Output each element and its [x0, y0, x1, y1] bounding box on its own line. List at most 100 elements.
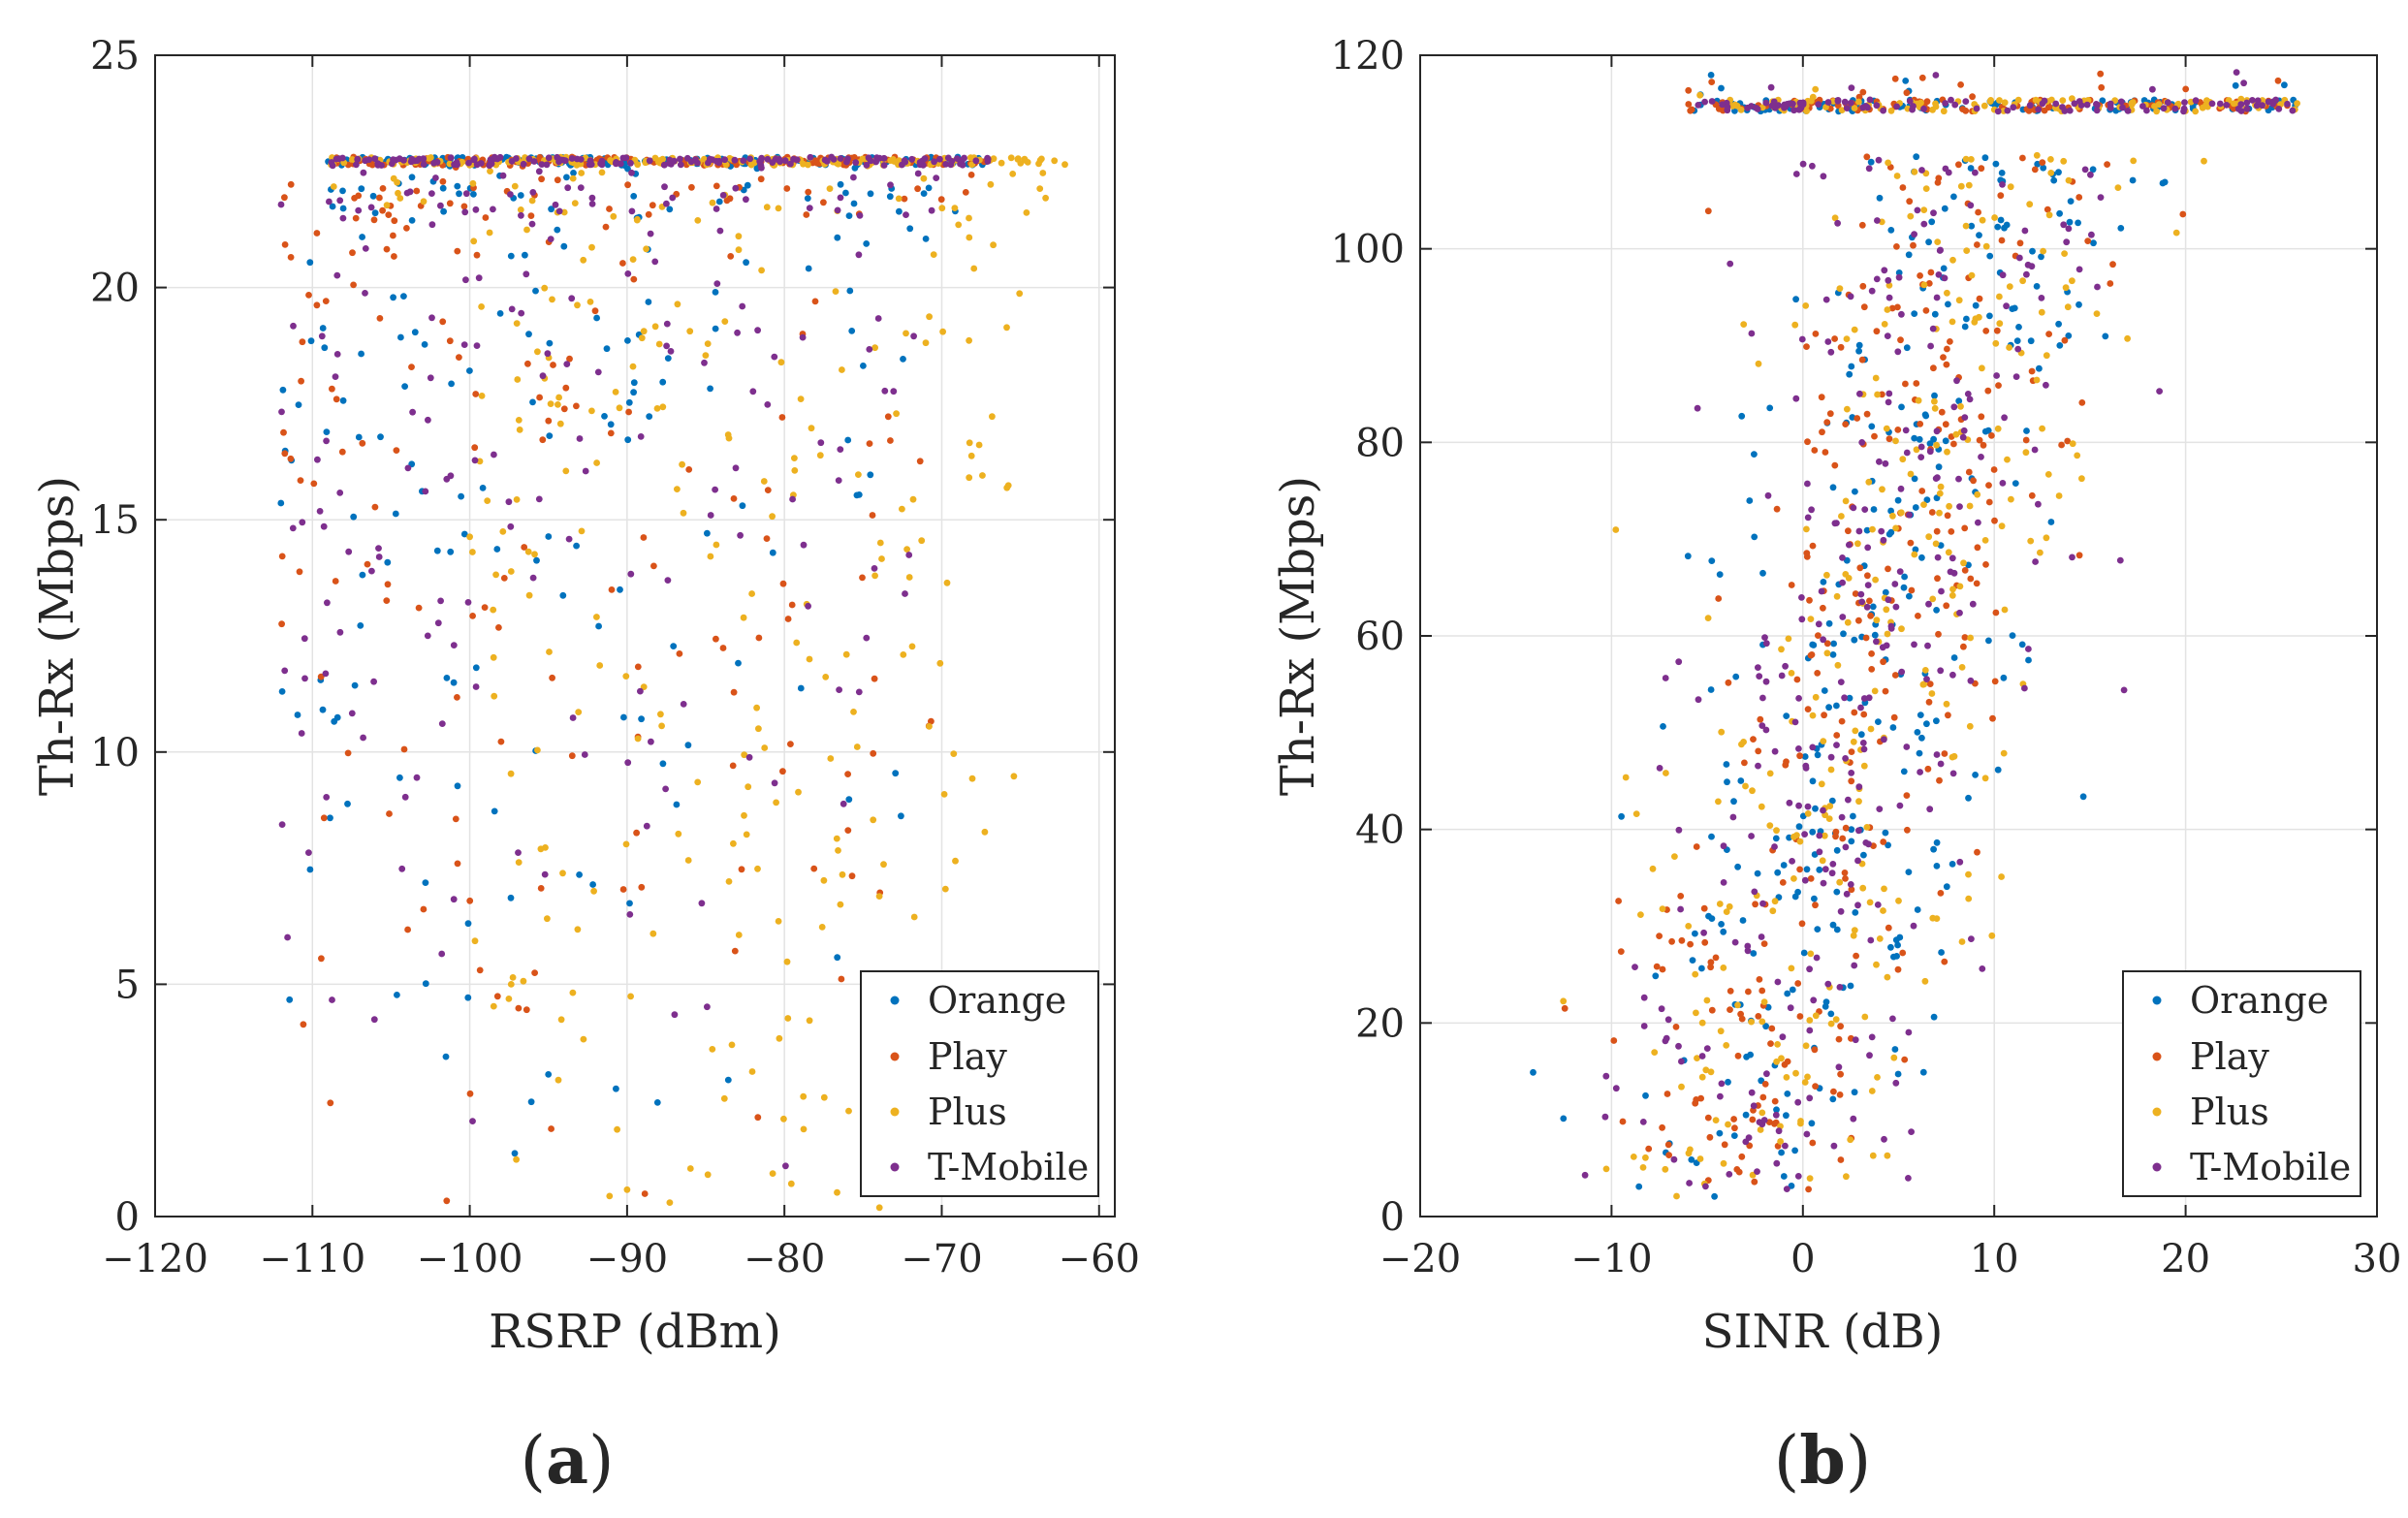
chart-b-point-plus: [1892, 524, 1899, 532]
chart-b-point-tmobile: [1934, 553, 1942, 561]
chart-b-point-plus: [1662, 1165, 1669, 1173]
chart-a-point-tmobile: [731, 156, 739, 164]
chart-b-point-tmobile: [1806, 1094, 1814, 1102]
chart-b-point-orange: [1698, 965, 1705, 972]
chart-b-point-orange: [1997, 216, 2005, 224]
chart-b-point-orange: [1814, 926, 1822, 933]
chart-a-point-orange: [411, 329, 419, 336]
chart-a-point-plus: [1035, 160, 1042, 168]
chart-a-point-plus: [903, 546, 910, 553]
chart-a-x-tick-label: −90: [586, 1237, 668, 1281]
chart-a-point-tmobile: [850, 174, 857, 181]
chart-a-point-tmobile: [568, 155, 576, 162]
chart-a-point-plus: [987, 180, 995, 188]
chart-a-point-tmobile: [360, 169, 367, 176]
chart-b-point-play: [1864, 572, 1871, 580]
chart-a-point-orange: [460, 530, 468, 538]
chart-b-point-play: [1842, 875, 1849, 882]
chart-a-point-plus: [469, 549, 476, 555]
chart-a-point-orange: [670, 643, 678, 649]
chart-a-point-play: [400, 745, 408, 753]
chart-a-point-tmobile: [799, 333, 807, 341]
chart-b-point-tmobile: [1773, 1159, 1781, 1167]
chart-b-point-play: [1812, 901, 1819, 909]
chart-b-point-play: [1856, 564, 1864, 572]
chart-a-point-orange: [666, 206, 674, 213]
chart-b-point-play: [1859, 282, 1867, 290]
chart-a-point-plus: [515, 859, 523, 866]
chart-a-point-tmobile: [460, 341, 468, 348]
chart-b-point-tmobile: [1861, 506, 1869, 513]
chart-b-point-tmobile: [2032, 558, 2040, 565]
chart-a-point-plus: [743, 831, 750, 838]
chart-b-point-tmobile: [2180, 108, 2187, 115]
chart-a-point-tmobile: [910, 332, 917, 340]
chart-b-point-plus: [1788, 965, 1795, 972]
chart-b-point-orange: [1900, 768, 1908, 775]
chart-a-point-orange: [400, 293, 407, 300]
chart-b-point-play: [1697, 1094, 1704, 1102]
chart-b-point-plus: [1932, 540, 1940, 548]
chart-a-point-plus: [834, 1188, 840, 1196]
chart-a-point-orange: [439, 184, 447, 192]
chart-b-point-tmobile: [1903, 449, 1911, 457]
chart-b-point-plus: [1854, 540, 1861, 548]
chart-a-point-tmobile: [972, 157, 980, 165]
chart-b-point-tmobile: [2031, 446, 2039, 454]
chart-a-point-plus: [704, 340, 712, 347]
chart-b-point-tmobile: [1678, 1058, 1685, 1065]
chart-a-point-plus: [562, 467, 570, 475]
chart-b-point-orange: [1901, 573, 1908, 581]
chart-a-point-orange: [422, 980, 429, 988]
chart-b-point-play: [1980, 441, 1987, 449]
chart-b-point-tmobile: [1896, 802, 1904, 809]
chart-a-point-plus: [1023, 209, 1030, 216]
chart-b-point-tmobile: [1873, 275, 1881, 283]
chart-a-point-plus: [634, 735, 642, 743]
chart-b-point-plus: [1809, 712, 1817, 719]
chart-b-point-plus: [1803, 525, 1810, 533]
chart-a-point-play: [472, 391, 480, 397]
chart-a-point-play: [469, 613, 476, 619]
chart-b-point-tmobile: [1964, 391, 1972, 397]
chart-b-point-tmobile: [1874, 901, 1882, 908]
chart-b-point-orange: [1998, 170, 2006, 176]
chart-b-point-orange: [1911, 434, 1918, 442]
chart-b-point-play: [1659, 1123, 1665, 1131]
chart-b-point-play: [1945, 712, 1951, 719]
chart-a-point-play: [300, 1021, 307, 1028]
chart-b-point-tmobile: [1796, 99, 1804, 107]
chart-b-point-tmobile: [1772, 1111, 1780, 1119]
chart-b-point-plus: [1885, 282, 1893, 289]
chart-b-point-play: [1917, 421, 1924, 427]
chart-b-point-tmobile: [1920, 105, 1927, 112]
chart-b-point-plus: [1979, 364, 1985, 372]
chart-b-point-tmobile: [2014, 345, 2022, 353]
chart-b-point-plus: [1931, 397, 1938, 405]
chart-b-point-orange: [1882, 588, 1889, 596]
chart-b-point-play: [1804, 438, 1811, 446]
chart-a-point-orange: [886, 193, 894, 201]
chart-b-point-play: [2022, 436, 2030, 444]
chart-b-point-play: [1842, 824, 1850, 832]
chart-b-point-orange: [2038, 253, 2044, 261]
chart-a-point-tmobile: [843, 158, 850, 166]
chart-a-point-play: [549, 674, 555, 681]
chart-a-point-play: [452, 815, 459, 823]
chart-b-point-plus: [1639, 1164, 1647, 1171]
chart-b-point-plus: [2151, 103, 2158, 110]
chart-b-point-tmobile: [1859, 104, 1867, 111]
chart-b-point-orange: [1789, 986, 1796, 994]
chart-b-point-tmobile: [2216, 100, 2224, 108]
chart-b-point-orange: [1820, 579, 1827, 585]
chart-b-point-orange: [1816, 866, 1823, 873]
chart-b-point-tmobile: [1923, 676, 1930, 682]
chart-b-point-tmobile: [1775, 1127, 1783, 1135]
chart-b-point-tmobile: [1851, 962, 1858, 969]
chart-b-point-plus: [1774, 1041, 1781, 1048]
chart-a-point-plus: [930, 251, 937, 258]
chart-a-point-plus: [842, 650, 850, 658]
chart-a-point-orange: [805, 265, 812, 272]
chart-b-point-tmobile: [1822, 866, 1829, 873]
chart-b-point-play: [1832, 833, 1839, 840]
